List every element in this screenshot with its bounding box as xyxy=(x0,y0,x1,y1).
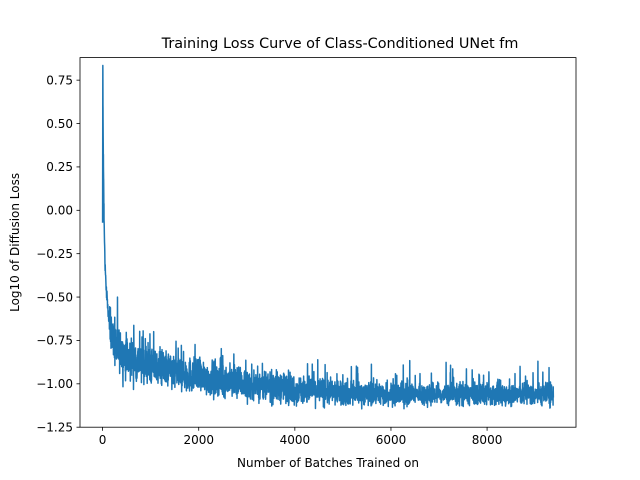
plot-area xyxy=(101,64,555,410)
y-tick-label: −0.75 xyxy=(36,334,73,348)
x-tick-label: 2000 xyxy=(183,433,214,447)
loss-series-line xyxy=(101,64,555,410)
y-axis-label: Log10 of Diffusion Loss xyxy=(8,173,22,312)
y-tick-label: 0.25 xyxy=(46,160,73,174)
chart-title: Training Loss Curve of Class-Conditioned… xyxy=(161,36,519,52)
x-tick-label: 6000 xyxy=(376,433,407,447)
y-tick-label: −0.50 xyxy=(36,290,73,304)
x-tick-label: 0 xyxy=(99,433,107,447)
y-tick-label: 0.75 xyxy=(46,73,73,87)
y-tick-label: −1.00 xyxy=(36,377,73,391)
x-tick-label: 4000 xyxy=(280,433,311,447)
y-tick-label: −1.25 xyxy=(36,421,73,435)
y-tick-label: 0.00 xyxy=(46,204,73,218)
x-axis-label: Number of Batches Trained on xyxy=(237,456,419,470)
y-tick-label: 0.50 xyxy=(46,117,73,131)
x-tick-label: 8000 xyxy=(472,433,503,447)
plot-frame xyxy=(79,57,577,428)
axis-ticks: 0 2000 4000 6000 8000 −1.25 −1.00 −0.75 −0.50 −0.… xyxy=(36,73,502,447)
y-tick-label: −0.25 xyxy=(36,247,73,261)
